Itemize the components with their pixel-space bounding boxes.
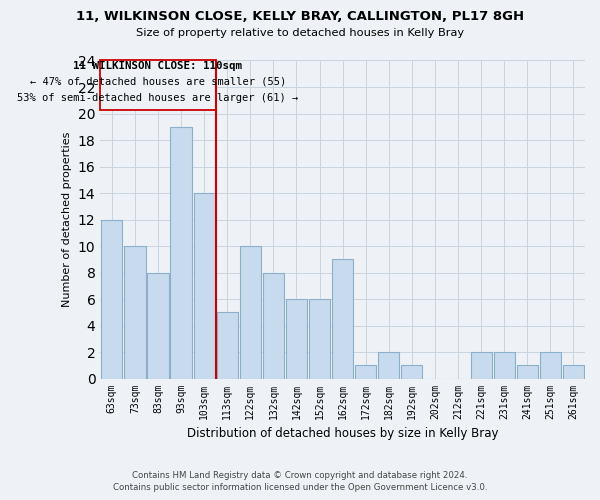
Bar bbox=[239, 246, 261, 378]
Bar bbox=[332, 260, 353, 378]
Bar bbox=[217, 312, 238, 378]
X-axis label: Distribution of detached houses by size in Kelly Bray: Distribution of detached houses by size … bbox=[187, 427, 499, 440]
Text: ← 47% of detached houses are smaller (55): ← 47% of detached houses are smaller (55… bbox=[30, 76, 286, 86]
Bar bbox=[401, 366, 422, 378]
Text: Size of property relative to detached houses in Kelly Bray: Size of property relative to detached ho… bbox=[136, 28, 464, 38]
Text: 53% of semi-detached houses are larger (61) →: 53% of semi-detached houses are larger (… bbox=[17, 92, 299, 102]
Text: Contains HM Land Registry data © Crown copyright and database right 2024.
Contai: Contains HM Land Registry data © Crown c… bbox=[113, 471, 487, 492]
Bar bbox=[170, 127, 191, 378]
Bar bbox=[378, 352, 400, 378]
Text: 11 WILKINSON CLOSE: 110sqm: 11 WILKINSON CLOSE: 110sqm bbox=[73, 62, 242, 72]
Bar bbox=[355, 366, 376, 378]
Bar bbox=[309, 299, 330, 378]
Bar bbox=[540, 352, 561, 378]
Y-axis label: Number of detached properties: Number of detached properties bbox=[62, 132, 72, 307]
Bar bbox=[194, 193, 215, 378]
Text: 11, WILKINSON CLOSE, KELLY BRAY, CALLINGTON, PL17 8GH: 11, WILKINSON CLOSE, KELLY BRAY, CALLING… bbox=[76, 10, 524, 23]
FancyBboxPatch shape bbox=[100, 60, 215, 110]
Bar bbox=[148, 272, 169, 378]
Bar bbox=[286, 299, 307, 378]
Bar bbox=[263, 272, 284, 378]
Bar bbox=[563, 366, 584, 378]
Bar bbox=[470, 352, 492, 378]
Bar bbox=[494, 352, 515, 378]
Bar bbox=[517, 366, 538, 378]
Bar bbox=[101, 220, 122, 378]
Bar bbox=[124, 246, 146, 378]
